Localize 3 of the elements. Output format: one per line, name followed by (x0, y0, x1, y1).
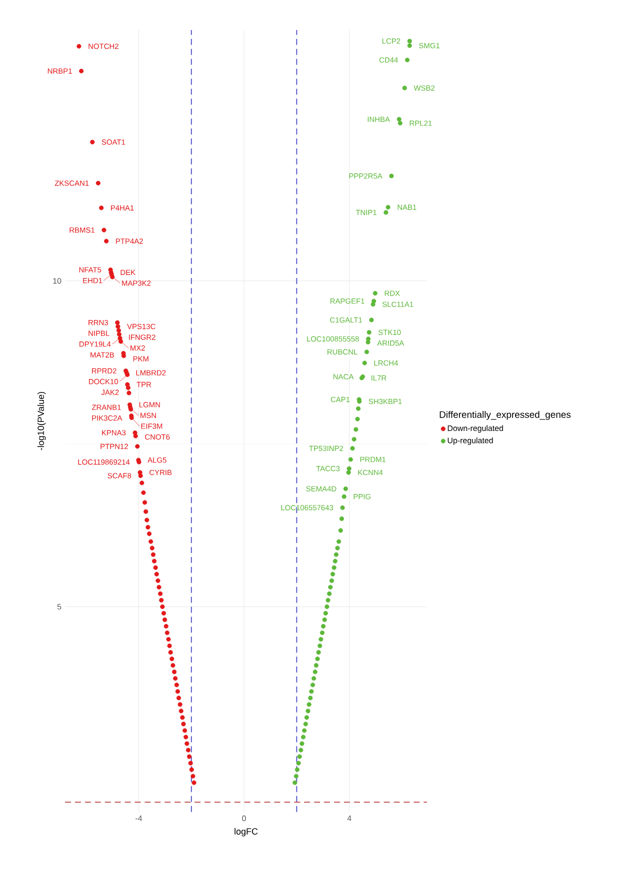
legend-title: Differentially_expressed_genes (440, 410, 571, 420)
y-axis-title: -log10(PValue) (37, 392, 46, 450)
x-axis-title: logFC (234, 828, 258, 836)
